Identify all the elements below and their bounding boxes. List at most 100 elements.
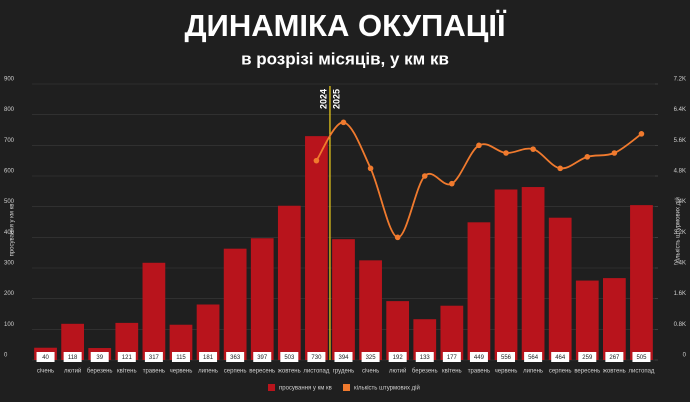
y2-tick-label: 4.8K [674,169,686,175]
bar [196,304,220,360]
x-tick-label: листопад [303,369,329,375]
value-label-box [497,352,516,362]
value-label: 317 [149,355,160,361]
line-point [313,157,320,164]
line-point [476,142,482,149]
value-label: 39 [96,355,103,361]
y2-tick-label: 3.2K [674,230,686,236]
value-label-box [469,352,488,362]
x-tick-label: вересень [574,369,600,375]
value-label-box [226,352,245,362]
y-tick-label: 900 [4,77,15,83]
value-label-box [307,352,326,362]
value-label-box [388,352,407,362]
legend-label: просування у км кв [279,386,332,392]
value-label-box [63,352,82,362]
value-label: 505 [636,355,647,361]
x-tick-label: серпень [224,369,247,375]
x-tick-label: травень [143,369,165,375]
x-tick-label: лютий [389,368,406,375]
value-label-box [361,352,380,362]
bar [169,324,193,360]
value-label: 181 [203,355,214,361]
year-label: 2024 [318,89,328,109]
value-label-box [551,352,570,362]
value-label: 397 [257,355,268,361]
bar [250,238,274,360]
y2-tick-label: 6.4K [674,107,686,113]
value-label: 40 [42,355,49,361]
value-label: 118 [68,355,78,361]
legend-swatch [343,384,350,391]
value-label-box [280,352,299,362]
bar [575,280,599,360]
line-point [367,165,374,172]
x-tick-label: жовтень [603,369,626,375]
value-label: 363 [230,355,241,361]
value-label: 133 [420,355,431,361]
line-point [611,150,618,156]
x-tick-label: березень [412,369,438,375]
bar [332,239,355,360]
line-point [530,146,536,152]
bar [142,262,166,360]
value-label: 121 [122,355,133,361]
year-label: 2025 [331,89,341,109]
bar [359,260,382,360]
y-tick-label: 600 [4,169,15,175]
legend-swatch [268,384,275,391]
value-label-box [171,352,190,362]
bar [602,278,626,360]
value-label-box [199,352,218,362]
value-label-box [144,352,163,362]
x-tick-label: вересень [249,369,275,375]
value-label: 394 [338,355,349,361]
value-label: 325 [366,355,377,361]
line-point [557,165,563,172]
x-tick-label: червень [170,369,193,375]
value-label-box [90,352,109,362]
bar [467,222,491,360]
x-tick-label: липень [523,369,543,375]
x-tick-label: квітень [442,369,462,375]
value-label-box [415,352,434,362]
value-label-box [253,352,272,362]
y2-tick-label: 2.4K [674,261,686,267]
chart-subtitle: в розрізі місяців, у км кв [241,49,449,68]
value-label-box [605,352,624,362]
y-tick-label: 0 [4,353,8,359]
bar [386,301,410,360]
value-label-box [334,352,353,362]
y-tick-label: 800 [4,107,15,113]
line-point [421,173,428,179]
x-tick-label: січень [362,369,379,375]
line-point [503,150,509,156]
line-point [638,131,645,137]
value-label: 115 [176,355,186,361]
x-tick-label: листопад [628,369,654,375]
value-label: 449 [474,355,485,361]
bar [494,189,518,360]
y-tick-label: 300 [4,261,15,267]
value-label: 564 [528,355,539,361]
value-label: 267 [609,355,620,361]
value-label: 464 [555,355,566,361]
x-tick-label: лютий [64,368,81,375]
x-tick-label: червень [495,369,518,375]
value-label: 192 [393,355,404,361]
legend-label: кількість штурмових дій [354,385,420,392]
x-tick-label: квітень [117,369,137,375]
bar [277,205,301,360]
bar [630,205,653,360]
x-tick-label: грудень [333,369,355,375]
y2-tick-label: 5.6K [674,138,686,144]
y2-tick-label: 1.6K [674,291,686,297]
bar [521,187,545,360]
y-tick-label: 200 [4,291,15,297]
y-tick-label: 400 [4,230,15,236]
x-tick-label: жовтень [278,369,301,375]
bar [548,217,572,360]
y2-tick-label: 4K [679,199,686,205]
bar [305,136,328,360]
x-tick-label: березень [87,369,113,375]
